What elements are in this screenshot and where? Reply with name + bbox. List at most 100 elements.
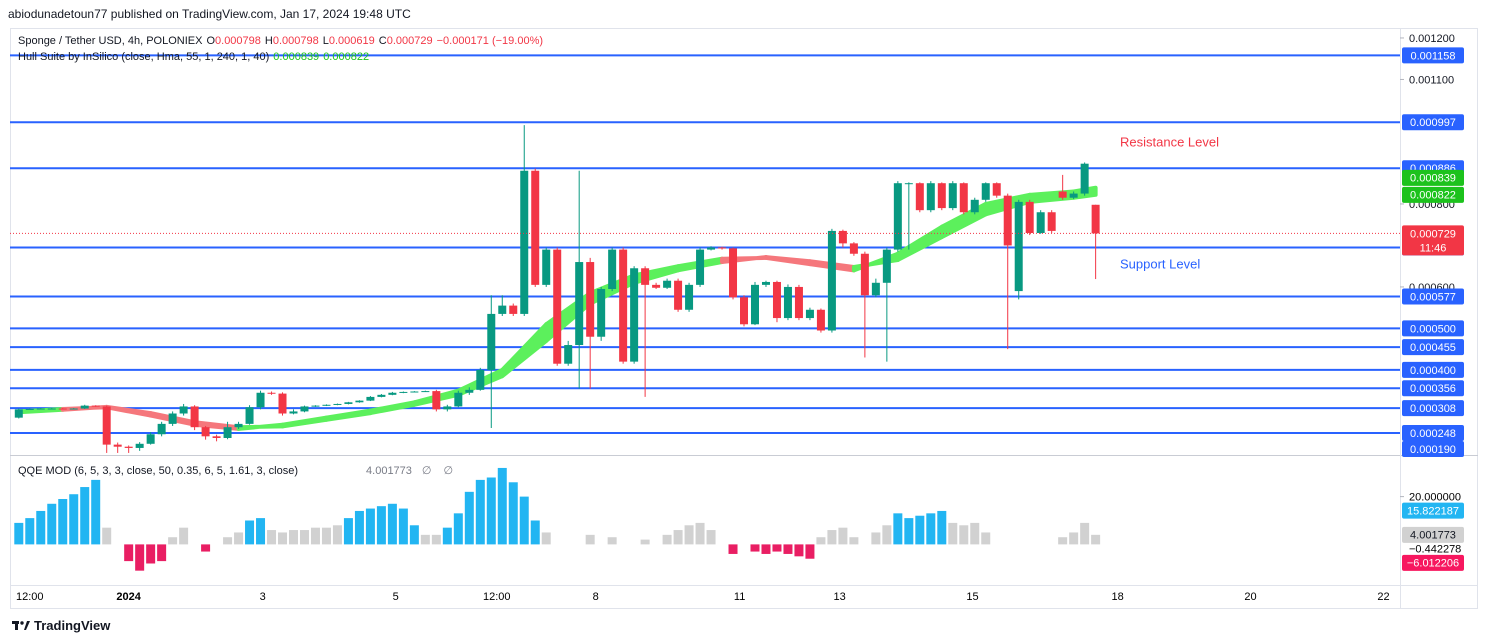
qqe-bar (267, 530, 277, 545)
candle-body (827, 230, 836, 331)
qqe-bar (234, 532, 244, 545)
qqe-bar (849, 537, 859, 545)
last-price-box (1402, 225, 1464, 256)
x-tick-label: 20 (1244, 591, 1256, 603)
qqe-bar (805, 544, 815, 559)
qqe-bar (343, 518, 353, 545)
qqe-bar (981, 532, 991, 545)
ohlc-value: 0.000798 (215, 35, 261, 47)
candle-body (1014, 201, 1023, 292)
qqe-bar (904, 518, 914, 545)
qqe-current: 4.001773 (1410, 530, 1456, 542)
candle-body (124, 446, 133, 448)
candle-body (366, 396, 375, 401)
ohlc-letter: O (206, 35, 216, 47)
hull-band (763, 255, 812, 267)
candle-body (146, 434, 155, 444)
candle-body (1036, 212, 1045, 233)
candle-body (454, 392, 463, 407)
qqe-bar (47, 503, 57, 545)
candle-body (718, 247, 727, 249)
qqe-bar (376, 506, 386, 545)
hull-band (236, 422, 285, 431)
axes: 0.0012000.0011000.0008000.0006000.001158… (16, 33, 1464, 603)
qqe-bar (245, 520, 255, 545)
candle-body (465, 389, 474, 393)
qqe-bar (475, 479, 485, 545)
candle-body (80, 405, 89, 409)
candle-body (47, 408, 56, 410)
indicator-pane (14, 467, 1101, 571)
qqe-bar (332, 525, 342, 545)
candle-body (772, 281, 781, 319)
qqe-bar (102, 527, 112, 545)
candle-body (893, 183, 902, 250)
x-tick-label: 8 (593, 591, 599, 603)
candle-body (212, 436, 221, 438)
level-label-box (1402, 114, 1464, 131)
candle-body (278, 393, 287, 414)
qqe-bar (1069, 532, 1079, 545)
qqe-bar (91, 479, 101, 545)
qqe-bar (959, 525, 969, 545)
candle-body (761, 281, 770, 285)
hull-value-box (1402, 169, 1464, 186)
qqe-bar (223, 537, 233, 545)
candle-body (344, 402, 353, 404)
last-price: 0.000729 (1410, 228, 1456, 240)
level-label: 0.001158 (1410, 50, 1455, 62)
qqe-bar (684, 525, 694, 545)
candle-body (476, 369, 485, 390)
qqe-bar (1091, 534, 1101, 545)
candle-body (1047, 212, 1056, 231)
qqe-bar (519, 496, 529, 545)
candle-body (36, 408, 45, 410)
candle-body (1058, 191, 1067, 198)
candle-body (849, 243, 858, 254)
hull-value: 0.000822 (323, 51, 370, 63)
level-label-box (1402, 339, 1464, 356)
x-tick-label: 2024 (116, 591, 141, 603)
candle-body (410, 391, 419, 393)
ohlc-value: 0.000729 (386, 35, 433, 47)
qqe-bar (25, 518, 35, 545)
qqe-bar (838, 527, 848, 545)
qqe-bar (409, 525, 419, 545)
symbol-title: Sponge / Tether USD, 4h, POLONIEX (18, 35, 203, 47)
hull-value: 0.000822 (1410, 190, 1456, 202)
qqe-bar (124, 544, 134, 562)
y-tick-label: 20.000000 (1409, 492, 1461, 504)
candle-body (871, 282, 880, 296)
qqe-bar (201, 544, 211, 552)
candle-body (267, 392, 276, 394)
level-label: 0.000190 (1410, 444, 1456, 456)
candle-body (311, 405, 320, 407)
qqe-marker: −6.012206 (1407, 558, 1459, 570)
hull-band (851, 251, 900, 273)
x-tick-label: 11 (734, 591, 745, 603)
hull-band (720, 255, 768, 265)
price-change: −0.000171 (−19.00%) (436, 35, 544, 47)
hull-name: Hull Suite by InSilico (close, Hma, 55, … (18, 51, 270, 63)
qqe-bar (1080, 522, 1090, 545)
qqe-na: ∅ (421, 465, 432, 477)
y-tick-label: 0.001200 (1409, 33, 1455, 45)
candle-body (399, 391, 408, 393)
candle-body (674, 280, 683, 310)
x-tick-label: 15 (966, 591, 978, 603)
candle-body (838, 230, 847, 244)
candle-body (641, 268, 650, 285)
qqe-bar (508, 482, 518, 545)
hull-value-box (1402, 186, 1464, 203)
qqe-bar (179, 527, 189, 545)
x-tick-label: 18 (1111, 591, 1123, 603)
candle-body (586, 262, 595, 337)
level-label: 0.000500 (1410, 323, 1456, 335)
candle-body (245, 407, 254, 424)
y-tick-label: 0.001100 (1409, 74, 1454, 86)
hull-band (192, 420, 241, 431)
qqe-marker-box (1402, 554, 1464, 571)
candle-body (619, 249, 628, 362)
candle-body (223, 427, 232, 438)
